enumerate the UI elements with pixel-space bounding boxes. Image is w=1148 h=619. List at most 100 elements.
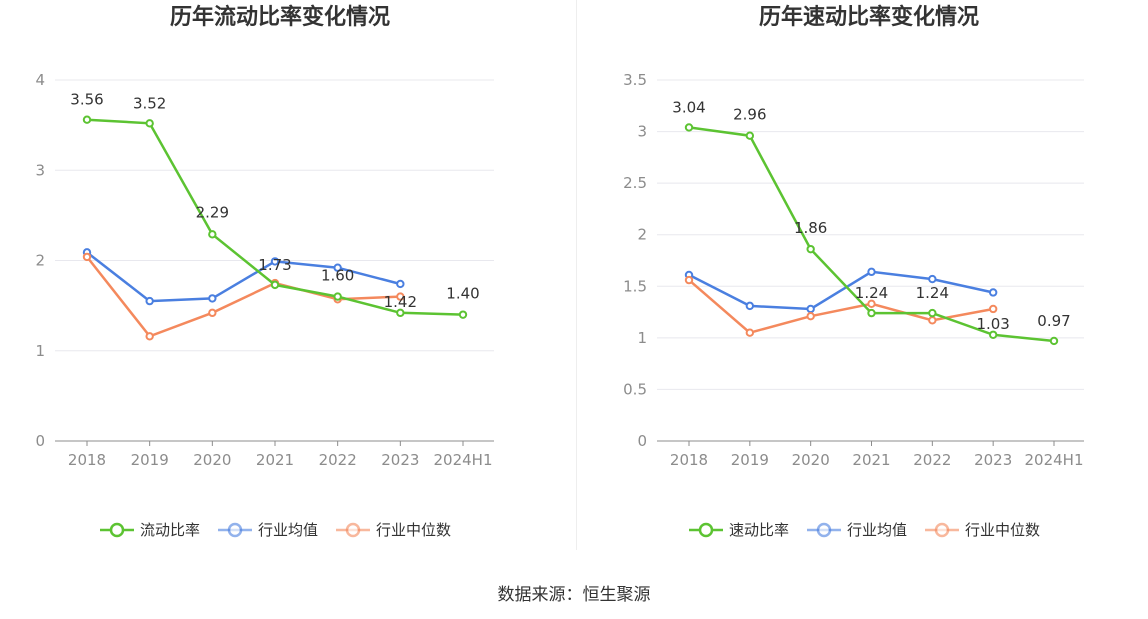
data-label: 2.96 — [733, 106, 766, 124]
data-point — [82, 115, 92, 124]
y-tick-label: 3.5 — [623, 71, 647, 89]
data-point — [745, 131, 755, 140]
y-tick-label: 0 — [637, 432, 647, 450]
y-tick-label: 3 — [637, 123, 647, 141]
y-tick-label: 0.5 — [623, 380, 647, 398]
chart-divider — [576, 0, 577, 550]
y-tick-label: 0 — [35, 432, 45, 450]
y-tick-label: 1.5 — [623, 277, 647, 295]
quick-ratio-chart: 历年速动比率变化情况 0 0.5 1 1.5 2 2.5 3 3.5 2018 2019 2020 20… — [623, 4, 1084, 539]
data-label: 1.03 — [976, 315, 1009, 333]
y-tick-label: 4 — [35, 71, 45, 89]
legend-item: 行业均值 — [218, 521, 318, 539]
x-tick-label: 2020 — [792, 451, 830, 469]
data-point — [806, 244, 815, 254]
legend-label: 流动比率 — [140, 521, 200, 539]
data-point — [684, 123, 694, 132]
data-point — [208, 230, 217, 239]
data-label: 1.60 — [321, 267, 354, 285]
data-point — [988, 304, 998, 314]
x-tick-label: 2022 — [319, 451, 357, 469]
x-tick-label: 2019 — [131, 451, 169, 469]
series-line — [86, 251, 401, 303]
legend-marker — [109, 522, 125, 538]
y-tick-label: 3 — [35, 161, 45, 179]
y-tick-label: 2.5 — [623, 174, 647, 192]
data-point — [806, 304, 815, 314]
data-point — [988, 288, 998, 297]
data-point — [867, 308, 876, 318]
series-line — [688, 279, 994, 335]
current-ratio-chart: 历年流动比率变化情况 0 1 2 3 4 2018 2019 2020 2021 2022 2023 2… — [35, 4, 494, 539]
data-label: 1.40 — [446, 285, 479, 303]
x-tick-label: 2024H1 — [1025, 451, 1084, 469]
data-point — [333, 292, 342, 301]
data-label: 1.42 — [384, 293, 417, 311]
data-point — [1049, 336, 1059, 346]
data-label: 2.29 — [196, 203, 229, 221]
data-label: 3.04 — [672, 98, 705, 116]
data-point — [458, 310, 468, 319]
data-point — [684, 275, 694, 285]
data-point — [745, 328, 755, 337]
data-label: 0.97 — [1037, 312, 1070, 330]
data-label: 3.52 — [133, 94, 166, 112]
data-point — [270, 280, 280, 290]
y-tick-label: 2 — [35, 252, 45, 270]
y-tick-label: 2 — [637, 226, 647, 244]
x-tick-label: 2019 — [731, 451, 769, 469]
x-tick-label: 2023 — [381, 451, 419, 469]
data-point — [745, 301, 755, 311]
data-label: 3.56 — [70, 91, 103, 109]
legend-marker — [816, 522, 832, 538]
data-point — [988, 330, 998, 339]
x-tick-label: 2018 — [68, 451, 106, 469]
data-point — [82, 252, 92, 262]
legend-label: 行业均值 — [847, 521, 907, 539]
data-label: 1.24 — [855, 284, 888, 302]
x-tick-label: 2022 — [913, 451, 951, 469]
legend-item: 行业中位数 — [925, 521, 1040, 539]
chart-title: 历年流动比率变化情况 — [170, 4, 390, 30]
data-point — [145, 332, 154, 341]
data-point — [928, 308, 937, 318]
x-tick-label: 2021 — [256, 451, 294, 469]
y-tick-label: 1 — [637, 329, 647, 347]
data-point — [208, 308, 217, 318]
legend-item: 流动比率 — [100, 521, 200, 539]
data-label: 1.86 — [794, 219, 827, 237]
data-point — [208, 294, 217, 303]
legend-label: 行业中位数 — [965, 521, 1040, 539]
legend-item: 行业均值 — [807, 521, 907, 539]
legend-label: 行业中位数 — [376, 521, 451, 539]
legend-marker — [698, 522, 714, 538]
data-point — [333, 263, 342, 272]
legend-marker — [227, 522, 243, 538]
x-tick-label: 2020 — [193, 451, 231, 469]
y-tick-label: 1 — [35, 342, 45, 360]
data-point — [396, 292, 405, 301]
x-tick-label: 2023 — [974, 451, 1012, 469]
data-point — [396, 279, 405, 289]
x-tick-label: 2021 — [852, 451, 890, 469]
data-point — [928, 274, 937, 284]
chart-title: 历年速动比率变化情况 — [759, 4, 979, 30]
data-label: 1.73 — [258, 256, 291, 274]
x-tick-label: 2024H1 — [434, 451, 493, 469]
data-point — [145, 296, 154, 306]
data-source-note: 数据来源：恒生聚源 — [497, 585, 651, 605]
data-point — [867, 267, 876, 277]
legend-marker — [934, 522, 950, 538]
legend-marker — [345, 522, 361, 538]
data-point — [928, 316, 937, 325]
legend-item: 速动比率 — [689, 521, 789, 539]
x-tick-label: 2018 — [670, 451, 708, 469]
data-point — [396, 308, 405, 318]
data-point — [806, 311, 815, 321]
legend-item: 行业中位数 — [336, 521, 451, 539]
legend-label: 行业均值 — [258, 521, 318, 539]
legend-label: 速动比率 — [729, 521, 789, 539]
data-point — [145, 119, 154, 128]
series-line — [688, 270, 994, 311]
data-point — [867, 299, 876, 309]
